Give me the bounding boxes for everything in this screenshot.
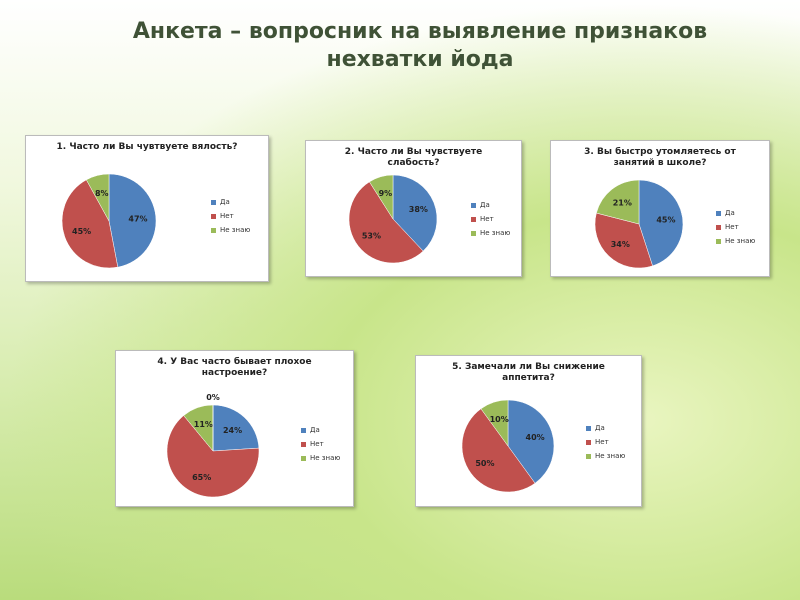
chart-box: 2. Часто ли Вы чувствуете слабость? 38% 53… [305,140,522,277]
legend-label: Да [725,209,735,217]
pie-slice [86,173,110,222]
legend-swatch [586,425,591,431]
pie-slice [61,179,119,269]
chart-title: 5. Замечали ли Вы снижение аппетита? [452,362,605,383]
legend-entry: Не знаю [586,452,625,460]
data-label: 11% [194,420,213,429]
pie-slice [461,408,536,493]
legend-label: Нет [595,438,609,446]
legend-entry: Не знаю [301,454,340,462]
legend-swatch [586,453,591,459]
pie-plot: 24% 65% 11% 0% [166,393,260,498]
legend-label: Нет [480,215,494,223]
chart-title: 2. Часто ли Вы чувствуете слабость? [344,147,483,168]
pie-plot: 38% 53% 9% [348,174,438,264]
data-label: 45% [656,216,675,225]
data-label: 38% [409,205,428,214]
legend-label: Да [480,201,490,209]
legend-swatch [716,238,721,244]
data-label: 8% [95,189,109,198]
pie-plot: 47% 45% 8% [61,173,157,269]
legend-label: Нет [310,440,324,448]
data-label: 53% [362,232,381,241]
pie-slice [480,399,509,447]
legend-entry: Да [716,209,735,217]
legend-entry: Не знаю [211,226,250,234]
chart-title: 3. Вы быстро утомляетесь от занятий в шк… [584,147,736,168]
chart-box: 1. Часто ли Вы чувтвуете вялость? 47% 45% 8… [25,135,269,282]
legend-entry: Нет [211,212,234,220]
legend-label: Нет [725,223,739,231]
legend-swatch [211,227,216,233]
legend-swatch [301,455,306,461]
legend-swatch [586,439,591,445]
slide-title: Анкета – вопросник на выявление признако… [132,19,708,72]
legend-entry: Да [301,426,320,434]
data-label: 9% [379,189,393,198]
legend-swatch [211,213,216,219]
legend-label: Нет [220,212,234,220]
legend-swatch [301,427,306,433]
legend-swatch [716,210,721,216]
data-label: 40% [526,433,545,442]
data-label: 0% [206,393,220,402]
legend-entry: Не знаю [471,229,510,237]
chart-title: 4. У Вас часто бывает плохое настроение? [157,357,312,378]
legend-label: Не знаю [595,452,626,460]
pie-slice [596,179,640,225]
legend-swatch [716,224,721,230]
legend-entry: Нет [301,440,324,448]
pie-plot: 40% 50% 10% [461,399,555,493]
pie-slice [348,181,424,264]
legend-label: Не знаю [310,454,341,462]
legend-entry: Да [471,201,490,209]
legend-label: Не знаю [220,226,251,234]
pie-plot: 45% 34% 21% [594,179,684,269]
legend-swatch [471,230,476,236]
legend-swatch [211,199,216,205]
pie-slice [507,399,555,484]
legend-label: Не знаю [480,229,511,237]
pie-slice [392,174,438,252]
legend-entry: Да [586,424,605,432]
legend-label: Да [595,424,605,432]
legend-entry: Нет [471,215,494,223]
legend-entry: Да [211,198,230,206]
chart-box: 5. Замечали ли Вы снижение аппетита? 40% 5… [415,355,642,507]
data-label: 50% [475,459,494,468]
legend-entry: Нет [586,438,609,446]
pie-slice [212,404,260,452]
legend-swatch [471,202,476,208]
legend-swatch [471,216,476,222]
data-label: 21% [613,198,632,207]
data-label: 34% [611,240,630,249]
data-label: 65% [192,473,211,482]
chart-box: 3. Вы быстро утомляетесь от занятий в шк… [550,140,770,277]
legend-label: Не знаю [725,237,756,245]
data-label: 45% [72,227,91,236]
pie-slice [108,173,157,268]
pie-slice [638,179,684,267]
legend-entry: Нет [716,223,739,231]
chart-title: 1. Часто ли Вы чувтвуете вялость? [56,142,238,152]
data-label: 10% [490,415,509,424]
pie-slice [594,212,653,269]
pie-slice [369,174,394,220]
legend-label: Да [310,426,320,434]
data-label: 24% [223,426,242,435]
legend-label: Да [220,198,230,206]
legend-swatch [301,441,306,447]
data-label: 47% [128,214,147,223]
chart-box: 4. У Вас часто бывает плохое настроение?… [115,350,354,507]
legend-entry: Не знаю [716,237,755,245]
pie-slice [166,415,260,498]
